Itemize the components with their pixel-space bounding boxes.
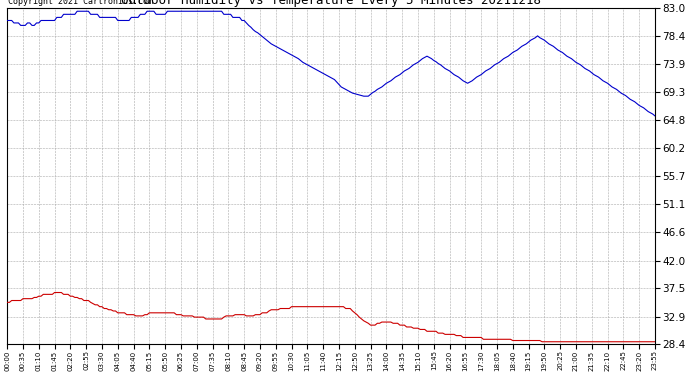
Text: Copyright 2021 Cartronics.com: Copyright 2021 Cartronics.com <box>8 0 153 6</box>
Title: Outdoor Humidity vs Temperature Every 5 Minutes 20211218: Outdoor Humidity vs Temperature Every 5 … <box>121 0 541 7</box>
